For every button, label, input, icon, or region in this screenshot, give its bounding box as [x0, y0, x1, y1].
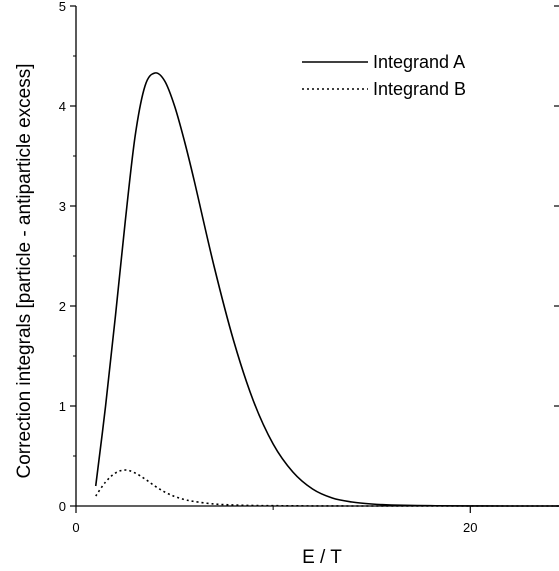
legend: Integrand A Integrand B: [302, 52, 466, 99]
series-line-integrand-a: [94, 72, 559, 507]
axes: [75, 6, 559, 507]
y-axis-title: Correction integrals [particle - antipar…: [14, 63, 35, 478]
ticks: [70, 5, 559, 513]
y-tick-label: 4: [59, 99, 66, 114]
x-tick-label: 20: [463, 520, 477, 535]
y-tick-label: 3: [59, 199, 66, 214]
y-tick-label: 0: [59, 499, 66, 514]
y-tick-label: 5: [59, 0, 66, 14]
legend-label-integrand-a: Integrand A: [373, 52, 465, 72]
legend-label-integrand-b: Integrand B: [373, 79, 466, 99]
plot-area: [94, 72, 559, 507]
x-tick-label: 0: [72, 520, 79, 535]
x-axis-title: E / T: [302, 547, 342, 568]
tick-labels: 0 1 2 3 4 5 0 20: [59, 0, 478, 535]
y-tick-label: 1: [59, 399, 66, 414]
y-tick-label: 2: [59, 299, 66, 314]
series-line-integrand-b: [95, 469, 559, 507]
